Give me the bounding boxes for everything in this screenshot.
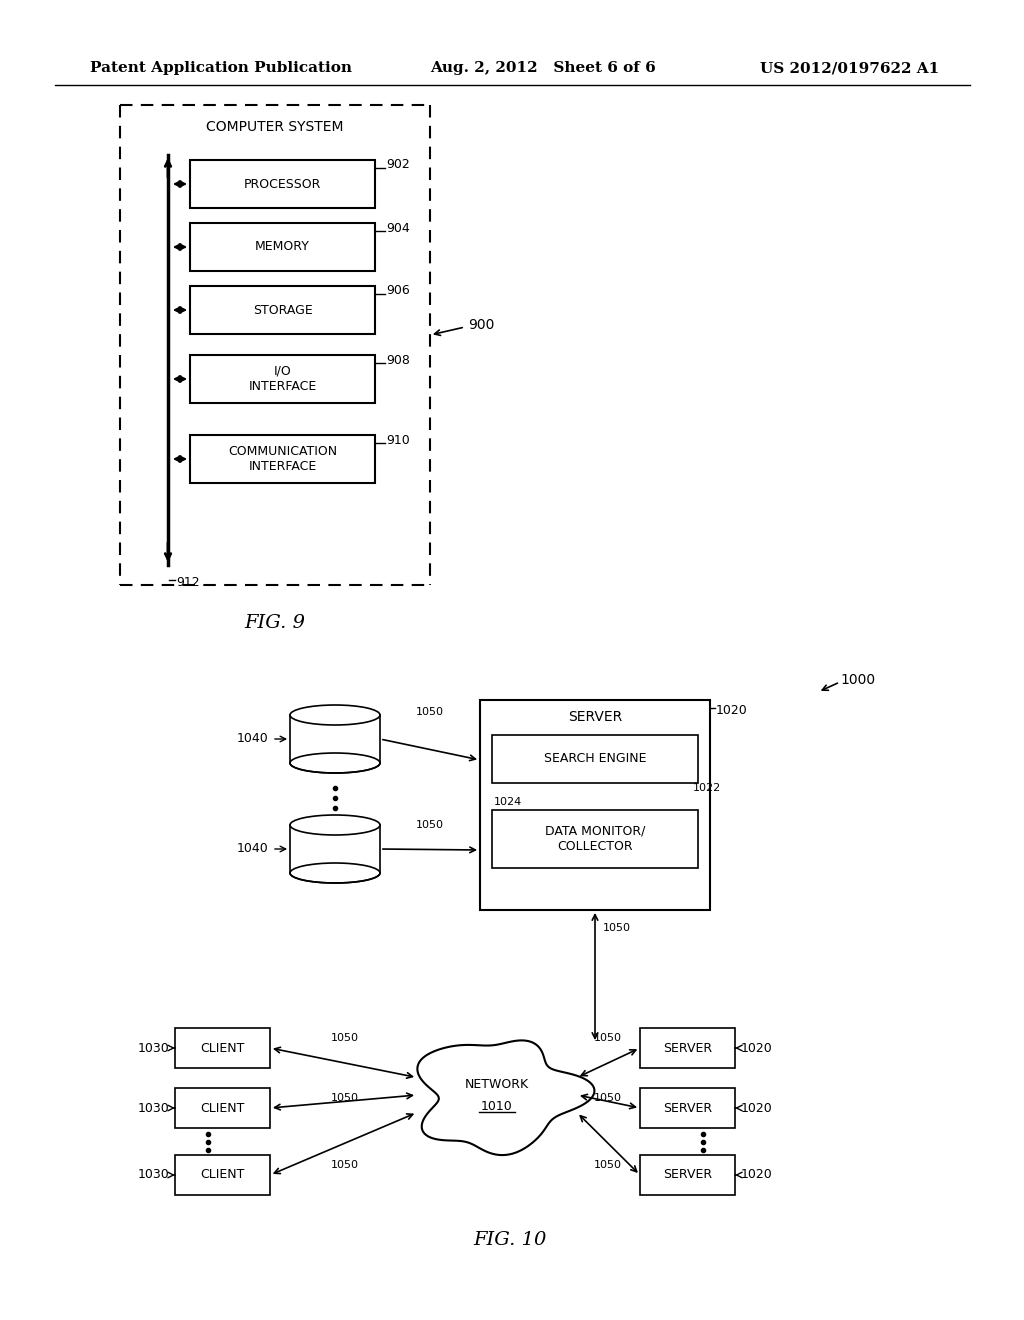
Text: 1050: 1050	[331, 1093, 358, 1104]
Text: SEARCH ENGINE: SEARCH ENGINE	[544, 752, 646, 766]
Bar	[290, 825, 380, 873]
Text: 900: 900	[468, 318, 495, 333]
Text: 1000: 1000	[840, 673, 876, 686]
Bar	[290, 715, 380, 763]
FancyBboxPatch shape	[640, 1155, 735, 1195]
Text: FIG. 9: FIG. 9	[245, 614, 305, 632]
Text: CLIENT: CLIENT	[201, 1041, 245, 1055]
Text: 1050: 1050	[594, 1034, 622, 1043]
FancyBboxPatch shape	[480, 700, 710, 909]
Text: 1020: 1020	[716, 704, 748, 717]
Text: CLIENT: CLIENT	[201, 1168, 245, 1181]
Text: I/O
INTERFACE: I/O INTERFACE	[249, 366, 316, 393]
FancyBboxPatch shape	[175, 1028, 270, 1068]
Text: SERVER: SERVER	[663, 1041, 712, 1055]
Ellipse shape	[290, 863, 380, 883]
Text: DATA MONITOR/
COLLECTOR: DATA MONITOR/ COLLECTOR	[545, 825, 645, 853]
Text: PROCESSOR: PROCESSOR	[244, 177, 322, 190]
Text: NETWORK: NETWORK	[465, 1078, 529, 1092]
Ellipse shape	[290, 752, 380, 774]
Ellipse shape	[290, 705, 380, 725]
Text: COMMUNICATION
INTERFACE: COMMUNICATION INTERFACE	[228, 445, 337, 473]
Text: 910: 910	[386, 433, 410, 446]
Text: 1030: 1030	[137, 1101, 169, 1114]
FancyBboxPatch shape	[190, 436, 375, 483]
Ellipse shape	[290, 814, 380, 836]
Text: FIG. 10: FIG. 10	[473, 1232, 547, 1249]
FancyBboxPatch shape	[175, 1155, 270, 1195]
Text: 1024: 1024	[494, 797, 522, 807]
FancyBboxPatch shape	[640, 1028, 735, 1068]
Text: 1050: 1050	[594, 1160, 622, 1170]
FancyBboxPatch shape	[190, 355, 375, 403]
Text: SERVER: SERVER	[663, 1101, 712, 1114]
Text: COMPUTER SYSTEM: COMPUTER SYSTEM	[206, 120, 344, 135]
Text: 1010: 1010	[481, 1101, 513, 1114]
Text: 1050: 1050	[416, 820, 444, 830]
Text: 1020: 1020	[741, 1101, 773, 1114]
Text: US 2012/0197622 A1: US 2012/0197622 A1	[760, 61, 939, 75]
FancyBboxPatch shape	[190, 286, 375, 334]
Polygon shape	[418, 1040, 595, 1155]
Text: 902: 902	[386, 158, 410, 172]
Text: SERVER: SERVER	[568, 710, 623, 723]
Text: Aug. 2, 2012   Sheet 6 of 6: Aug. 2, 2012 Sheet 6 of 6	[430, 61, 655, 75]
Text: 906: 906	[386, 285, 410, 297]
FancyBboxPatch shape	[492, 810, 698, 869]
Text: 912: 912	[176, 577, 200, 590]
Text: 1050: 1050	[594, 1093, 622, 1104]
Text: 1040: 1040	[237, 733, 268, 746]
FancyBboxPatch shape	[190, 160, 375, 209]
Text: 1030: 1030	[137, 1168, 169, 1181]
Text: 1020: 1020	[741, 1041, 773, 1055]
Text: SERVER: SERVER	[663, 1168, 712, 1181]
Text: 904: 904	[386, 222, 410, 235]
FancyBboxPatch shape	[175, 1088, 270, 1129]
Text: 1050: 1050	[603, 923, 631, 933]
Text: 1030: 1030	[137, 1041, 169, 1055]
FancyBboxPatch shape	[640, 1088, 735, 1129]
Text: 1040: 1040	[237, 842, 268, 855]
Text: Patent Application Publication: Patent Application Publication	[90, 61, 352, 75]
Text: 1022: 1022	[693, 783, 721, 793]
Text: MEMORY: MEMORY	[255, 240, 310, 253]
FancyBboxPatch shape	[190, 223, 375, 271]
Text: 1050: 1050	[416, 708, 444, 717]
Text: 1020: 1020	[741, 1168, 773, 1181]
Text: 1050: 1050	[331, 1160, 358, 1170]
Text: 908: 908	[386, 354, 410, 367]
Text: 1050: 1050	[331, 1034, 358, 1043]
Text: CLIENT: CLIENT	[201, 1101, 245, 1114]
FancyBboxPatch shape	[492, 735, 698, 783]
Text: STORAGE: STORAGE	[253, 304, 312, 317]
